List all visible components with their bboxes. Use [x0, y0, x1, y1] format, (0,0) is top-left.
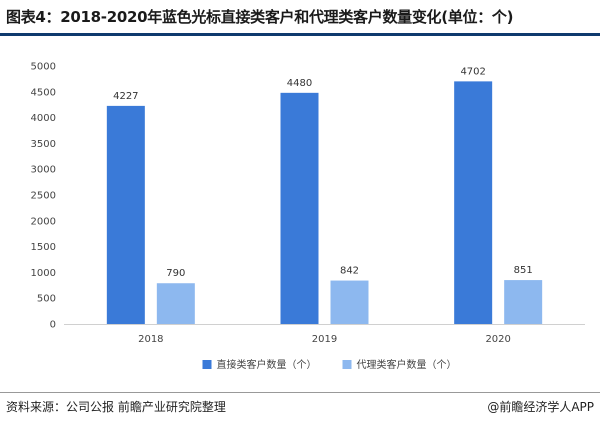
legend: 直接类客户数量（个） 代理类客户数量（个）: [202, 358, 457, 371]
footer-rule: [0, 392, 600, 393]
y-tick-label: 1500: [31, 242, 56, 253]
brand-credit: @前瞻经济学人APP: [487, 400, 594, 414]
bar-chart: 0 500 1000 1500 2000 2500 3000 3500 4000 4500 5000…: [31, 62, 585, 371]
y-tick-label: 2000: [31, 216, 56, 227]
y-tick-label: 0: [50, 320, 56, 331]
y-tick-label: 4500: [31, 87, 56, 98]
data-label: 790: [166, 268, 185, 279]
y-tick-label: 3500: [31, 139, 56, 150]
legend-label: 直接类客户数量（个）: [217, 358, 317, 371]
bar: [106, 105, 145, 324]
y-tick-label: 1000: [31, 268, 56, 279]
x-tick-label: 2018: [138, 334, 163, 345]
data-label: 842: [340, 266, 359, 277]
x-tick-label: 2020: [485, 334, 510, 345]
bars: 4227 790 4480 842 4702 851: [106, 66, 543, 324]
legend-swatch: [342, 360, 352, 369]
legend-label: 代理类客户数量（个）: [357, 358, 457, 371]
y-tick-label: 2500: [31, 191, 56, 202]
data-label: 4702: [460, 66, 485, 77]
bar: [156, 283, 195, 324]
y-tick-label: 500: [37, 294, 56, 305]
y-tick-label: 3000: [31, 165, 56, 176]
title-rule: [0, 33, 600, 36]
data-label: 851: [514, 265, 533, 276]
x-axis: 2018 2019 2020: [138, 334, 511, 345]
data-label: 4480: [287, 78, 312, 89]
bar: [280, 92, 319, 324]
data-label: 4227: [113, 91, 138, 102]
chart-title: 图表4：2018-2020年蓝色光标直接类客户和代理类客户数量变化(单位：个): [6, 8, 514, 26]
bar: [454, 81, 493, 324]
bar: [504, 280, 543, 324]
y-axis: 0 500 1000 1500 2000 2500 3000 3500 4000 4500 5000: [31, 62, 585, 331]
bar: [330, 280, 369, 324]
x-tick-label: 2019: [312, 334, 337, 345]
legend-swatch: [202, 360, 212, 369]
y-tick-label: 5000: [31, 62, 56, 73]
y-tick-label: 4000: [31, 113, 56, 124]
source-note: 资料来源：公司公报 前瞻产业研究院整理: [6, 400, 226, 414]
